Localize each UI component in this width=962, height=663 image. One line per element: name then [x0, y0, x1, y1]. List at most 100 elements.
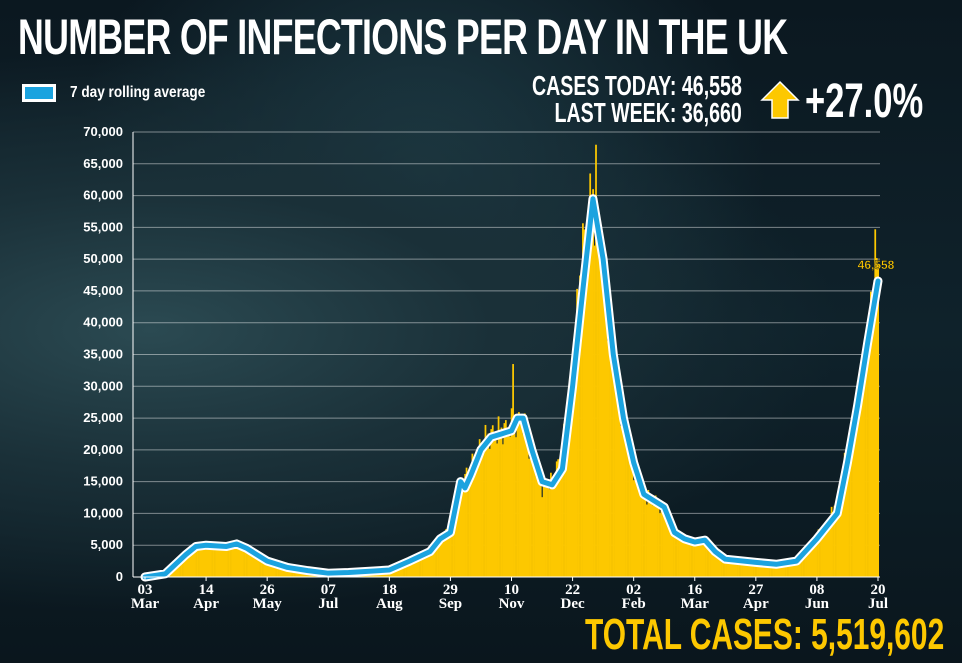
daily-bar — [640, 489, 642, 577]
daily-bar — [212, 546, 215, 577]
daily-bar — [401, 565, 404, 577]
daily-bar — [523, 413, 526, 577]
daily-bar — [467, 473, 469, 577]
daily-bar — [592, 189, 594, 577]
daily-bar — [456, 502, 459, 577]
daily-bar — [532, 461, 535, 577]
daily-bar — [651, 505, 654, 577]
daily-bar — [705, 543, 708, 577]
daily-bar — [710, 549, 712, 577]
daily-bar — [849, 425, 852, 577]
daily-bar — [196, 544, 199, 577]
daily-bar — [771, 563, 773, 577]
daily-bar — [803, 552, 805, 577]
daily-bar — [590, 211, 593, 577]
daily-bar — [852, 420, 855, 577]
daily-bar — [568, 378, 571, 577]
cases-summary: CASES TODAY: 46,558 LAST WEEK: 36,660 — [532, 72, 742, 127]
x-tick-month: Nov — [499, 596, 525, 612]
daily-bar — [484, 424, 487, 577]
daily-bar — [477, 447, 480, 577]
x-tick-day: 26 — [260, 582, 276, 598]
daily-bar — [750, 563, 753, 577]
y-tick-label: 50,000 — [83, 251, 123, 266]
daily-bar — [430, 551, 433, 577]
daily-bar — [509, 436, 512, 577]
daily-bar — [506, 428, 509, 577]
daily-bar — [471, 453, 474, 577]
legend: 7 day rolling average — [22, 84, 229, 102]
daily-bar — [539, 481, 542, 577]
daily-bar — [766, 564, 769, 577]
daily-bar — [689, 540, 692, 577]
daily-bar — [648, 497, 651, 577]
daily-bar — [816, 538, 818, 577]
daily-bar — [832, 511, 834, 577]
daily-bar — [440, 538, 443, 577]
daily-bar — [589, 173, 592, 577]
daily-bar — [192, 547, 195, 577]
daily-bar — [179, 558, 181, 577]
daily-bar — [459, 482, 462, 577]
daily-bar — [768, 564, 770, 577]
daily-bar — [237, 541, 240, 577]
daily-bar — [232, 542, 235, 577]
daily-bar — [538, 480, 541, 577]
daily-bar — [596, 219, 599, 577]
daily-bar — [646, 504, 648, 577]
daily-bar — [496, 443, 498, 577]
daily-bar — [650, 497, 653, 577]
daily-bar — [875, 258, 878, 577]
daily-bar — [867, 348, 869, 577]
daily-bar — [721, 558, 724, 577]
daily-bar — [747, 562, 750, 577]
daily-bar — [502, 444, 504, 577]
daily-bar — [611, 351, 613, 577]
daily-bar — [657, 504, 660, 577]
daily-bar — [695, 542, 698, 577]
daily-bar — [193, 545, 196, 577]
daily-bar — [675, 533, 677, 577]
daily-bar — [686, 536, 689, 577]
daily-bar — [174, 564, 177, 577]
daily-bar — [235, 540, 238, 577]
daily-bar — [762, 564, 765, 577]
daily-bar — [481, 444, 484, 577]
daily-bar — [200, 545, 203, 577]
daily-bar — [717, 558, 720, 577]
daily-bar — [758, 562, 760, 577]
daily-bar — [692, 541, 695, 577]
latest-value-label: 46,558 — [858, 258, 895, 272]
daily-bar — [548, 489, 551, 577]
daily-bar — [848, 456, 850, 577]
daily-bar — [449, 533, 452, 577]
x-tick-day: 20 — [871, 582, 886, 598]
x-tick-day: 18 — [382, 582, 397, 598]
daily-bar — [579, 275, 581, 577]
daily-bar — [670, 525, 673, 577]
daily-bar — [634, 463, 637, 577]
daily-bar — [727, 560, 730, 577]
daily-bar — [554, 483, 557, 577]
daily-bar — [702, 541, 705, 577]
daily-bar — [404, 565, 407, 577]
daily-bar — [516, 413, 519, 577]
daily-bar — [672, 534, 674, 577]
daily-bar — [839, 485, 842, 577]
daily-bar — [400, 565, 402, 577]
daily-bar — [442, 536, 445, 577]
daily-bar — [571, 366, 574, 577]
daily-bar — [696, 542, 699, 577]
daily-bar — [225, 546, 228, 577]
daily-bar — [199, 545, 202, 577]
y-tick-label: 15,000 — [83, 474, 123, 489]
daily-bar — [726, 558, 728, 577]
daily-bar — [424, 552, 427, 577]
daily-bar — [234, 546, 237, 577]
daily-bar — [782, 564, 785, 577]
daily-bar — [790, 561, 792, 577]
daily-bar — [676, 533, 679, 577]
x-tick-day: 16 — [687, 582, 703, 598]
daily-bar — [734, 561, 737, 577]
